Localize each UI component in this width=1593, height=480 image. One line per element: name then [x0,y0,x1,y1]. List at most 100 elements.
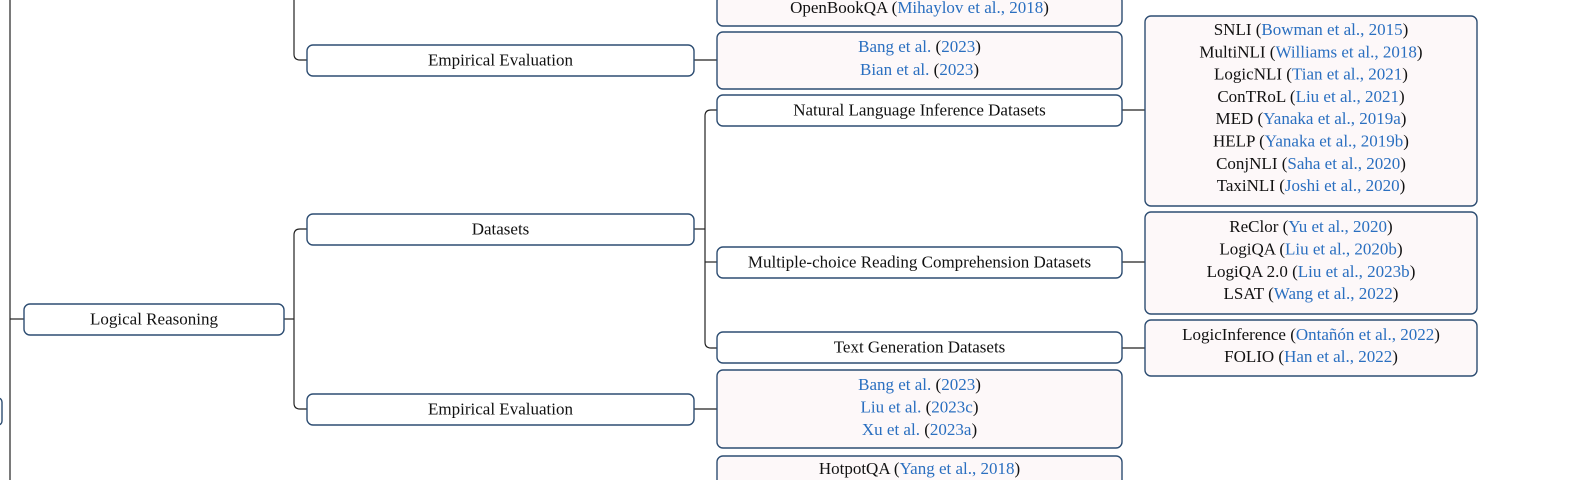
reference-text: TaxiNLI ( [1217,176,1286,195]
reference-box [1144,211,1478,315]
node-box [716,331,1123,364]
reference-text: ) [1397,239,1403,258]
reference-text: ConjNLI ( [1216,154,1288,173]
reference-item: Liu et al. (2023c) [860,397,978,416]
citation-link[interactable]: 2023a [930,420,972,439]
reference-box [716,455,1123,480]
node: Natural Language Inference Datasets [716,94,1123,127]
reference-text: SNLI ( [1214,20,1262,39]
citation-link[interactable]: Tian et al., 2021 [1292,65,1402,84]
reference-text: ) [1393,284,1399,303]
reference-text: ) [1417,42,1423,61]
reference-item: LogicNLI (Tian et al., 2021) [1214,65,1408,84]
reference-item: Xu et al. (2023a) [862,420,977,439]
reference-list: SNLI (Bowman et al., 2015)MultiNLI (Will… [1144,15,1478,207]
reference-text: FOLIO ( [1224,347,1284,366]
citation-link[interactable]: Xu et al. [862,420,920,439]
node-box [306,213,695,246]
reference-item: TaxiNLI (Joshi et al., 2020) [1217,176,1406,195]
reference-text: ( [929,60,939,79]
connector [293,0,307,61]
reference-item: OpenBookQA (Mihaylov et al., 2018) [790,0,1049,17]
citation-link[interactable]: Saha et al., 2020 [1287,154,1400,173]
reference-text: ) [1410,262,1416,281]
node-label: Logical Reasoning [90,309,218,328]
reference-box [716,31,1123,90]
reference-text: ) [975,375,981,394]
reference-text: ) [1015,459,1021,478]
reference-item: Bang et al. (2023) [858,375,981,394]
reference-item: HotpotQA (Yang et al., 2018) [819,459,1020,478]
partial-node [0,397,3,426]
reference-item: ConTRoL (Liu et al., 2021) [1217,87,1404,106]
reference-item: MED (Yanaka et al., 2019a) [1216,109,1407,128]
citation-link[interactable]: 2023 [941,37,975,56]
reference-text: ConTRoL ( [1217,87,1296,106]
reference-box [716,369,1123,449]
reference-text: ) [1399,87,1405,106]
reference-item: SNLI (Bowman et al., 2015) [1214,20,1409,39]
reference-text: ) [1401,109,1407,128]
reference-text: MED ( [1216,109,1264,128]
node: Text Generation Datasets [716,331,1123,364]
reference-text: HotpotQA ( [819,459,900,478]
citation-link[interactable]: Williams et al., 2018 [1275,42,1416,61]
reference-text: ( [920,420,930,439]
citation-link[interactable]: 2023c [931,397,973,416]
node: Multiple-choice Reading Comprehension Da… [716,246,1123,279]
citation-link[interactable]: Yanaka et al., 2019b [1265,131,1404,150]
citation-link[interactable]: Han et al., 2022 [1284,347,1392,366]
node: Empirical Evaluation [306,393,695,426]
citation-link[interactable]: 2023 [941,375,975,394]
citation-link[interactable]: Bowman et al., 2015 [1261,20,1402,39]
reference-list: ReClor (Yu et al., 2020)LogiQA (Liu et a… [1144,211,1478,315]
reference-list: Bang et al. (2023)Bian et al. (2023) [716,31,1123,90]
citation-link[interactable]: Liu et al. [860,397,921,416]
citation-link[interactable]: Ontañón et al., 2022 [1296,325,1434,344]
citation-link[interactable]: Liu et al., 2021 [1296,87,1399,106]
citation-link[interactable]: 2023 [939,60,973,79]
node-label: Empirical Evaluation [428,399,573,418]
reference-item: LogiQA (Liu et al., 2020b) [1219,239,1402,258]
reference-text: LSAT ( [1224,284,1275,303]
citation-link[interactable]: Bian et al. [860,60,929,79]
citation-link[interactable]: Joshi et al., 2020 [1285,176,1400,195]
reference-text: ) [973,60,979,79]
reference-list: Bang et al. (2023) Liu et al. (2023c) Xu e… [716,369,1123,449]
node: Datasets [306,213,695,246]
node-box [306,393,695,426]
reference-text: ) [1043,0,1049,17]
reference-list: LogicInference (Ontañón et al., 2022) FOL… [1144,319,1478,377]
citation-link[interactable]: Mihaylov et al., 2018 [897,0,1043,17]
citation-link[interactable]: Yanaka et al., 2019a [1263,109,1401,128]
reference-item: LSAT (Wang et al., 2022) [1224,284,1399,303]
reference-item: ConjNLI (Saha et al., 2020) [1216,154,1406,173]
reference-text: ) [1402,65,1408,84]
node-box [716,246,1123,279]
reference-text: ) [1403,131,1409,150]
citation-link[interactable]: Wang et al., 2022 [1274,284,1393,303]
reference-item: FOLIO (Han et al., 2022) [1224,347,1398,366]
reference-text: ) [1387,217,1393,236]
node: Logical Reasoning [23,303,285,336]
reference-item: LogicInference (Ontañón et al., 2022) [1182,325,1440,344]
citation-link[interactable]: Yu et al., 2020 [1288,217,1387,236]
citation-link[interactable]: Liu et al., 2020b [1285,239,1397,258]
citation-link[interactable]: Bang et al. [858,37,931,56]
connector [704,109,717,349]
reference-item: ReClor (Yu et al., 2020) [1229,217,1392,236]
citation-link[interactable]: Liu et al., 2023b [1298,262,1410,281]
citation-link[interactable]: Bang et al. [858,375,931,394]
reference-item: LogiQA 2.0 (Liu et al., 2023b) [1207,262,1416,281]
node-box [716,94,1123,127]
connector [293,228,307,410]
reference-text: ReClor ( [1229,217,1288,236]
reference-text: ) [1403,20,1409,39]
node-label: Empirical Evaluation [428,50,573,69]
reference-text: ( [931,37,941,56]
reference-box [1144,319,1478,377]
reference-text: ) [1434,325,1440,344]
citation-link[interactable]: Yang et al., 2018 [900,459,1015,478]
node-label: Text Generation Datasets [834,337,1006,356]
